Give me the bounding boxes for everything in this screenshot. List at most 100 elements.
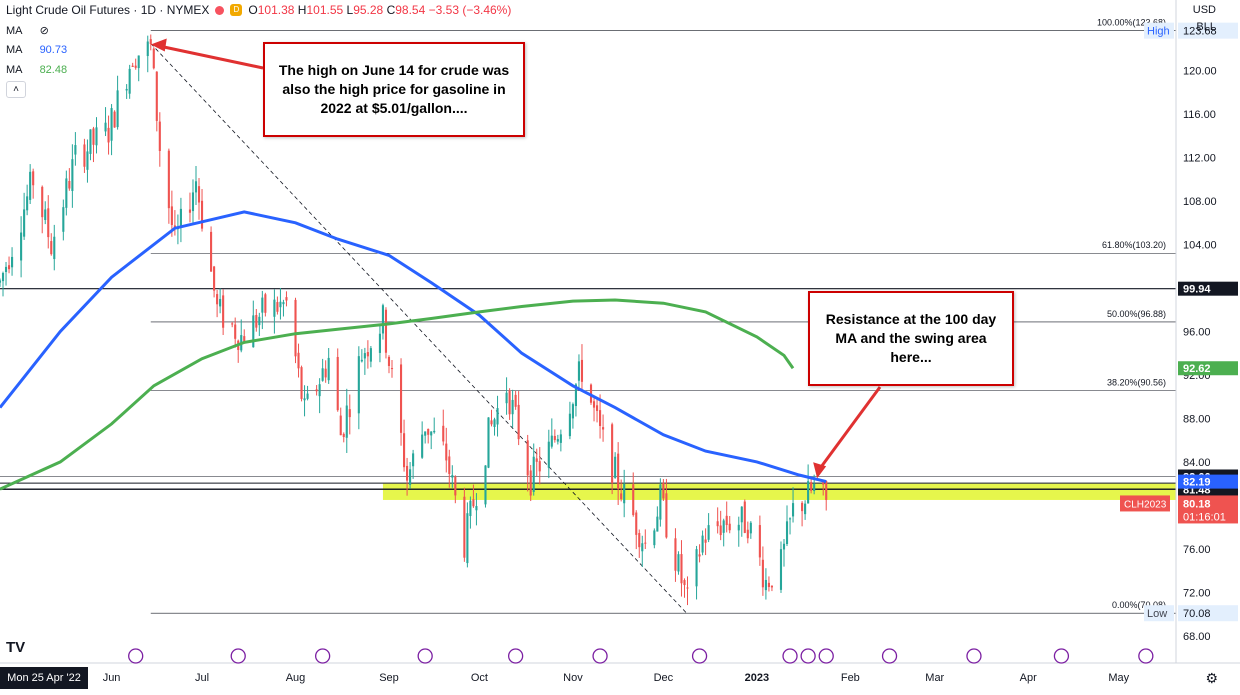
candle-body: [511, 399, 514, 415]
arrow-head: [813, 462, 827, 479]
x-tick-label: May: [1108, 672, 1129, 684]
x-tick-label: Nov: [563, 672, 583, 684]
level-tag: [1144, 605, 1174, 622]
x-tick-label: Sep: [379, 672, 399, 684]
candle-body: [366, 352, 369, 357]
x-tick-label: Mar: [925, 672, 944, 684]
candle-body: [188, 209, 192, 213]
symbol-title[interactable]: Light Crude Oil Futures · 1D · NYMEX: [6, 3, 210, 17]
candle-body: [559, 434, 562, 443]
candle-body: [484, 465, 487, 505]
candle-body: [779, 549, 783, 590]
candle-body: [804, 503, 807, 515]
candle-body: [23, 209, 26, 237]
candle-body: [216, 294, 219, 305]
low-value: 95.28: [353, 3, 384, 17]
candle-body: [635, 512, 638, 535]
candle-body: [146, 41, 149, 57]
y-tick-label: 104.00: [1183, 240, 1217, 252]
candle-body: [547, 441, 550, 468]
x-tick-label: Jul: [195, 672, 209, 684]
candle-body: [427, 428, 430, 435]
countdown-text: 01:16:01: [1183, 511, 1226, 523]
callout-arrow: [815, 386, 882, 474]
candle-body: [300, 367, 303, 399]
candle-body: [764, 579, 767, 591]
x-tick-label: Apr: [1020, 672, 1037, 684]
candle-body: [644, 542, 647, 544]
candle-body: [32, 171, 35, 186]
fib-label: 38.20%(90.56): [1107, 378, 1166, 388]
currency-label[interactable]: USD: [1192, 4, 1216, 16]
event-marker-icon: [691, 648, 708, 664]
moving-average-line: [0, 298, 795, 491]
x-tick-label: Oct: [471, 672, 488, 684]
candle-body: [749, 522, 752, 534]
candle-body: [243, 336, 246, 344]
arrow-head: [150, 38, 167, 52]
candle-body: [348, 409, 351, 418]
delayed-badge: D: [230, 4, 243, 16]
candle-body: [599, 410, 602, 426]
candle-body: [556, 439, 559, 442]
indicator-row-2[interactable]: MA 90.73: [6, 44, 68, 56]
candle-body: [62, 207, 65, 232]
indicator-row-3[interactable]: MA 82.48: [6, 64, 68, 76]
candle-body: [306, 393, 309, 399]
x-tick-label: 2023: [745, 672, 769, 684]
x-tick-label: Jun: [103, 672, 121, 684]
indicator-row-1[interactable]: MA ⊘: [6, 25, 49, 37]
candle-body: [577, 361, 581, 381]
candle-body: [767, 582, 770, 588]
candle-body: [339, 415, 342, 436]
collapse-indicators-button[interactable]: ˄: [6, 81, 26, 98]
candle-body: [83, 144, 86, 167]
candle-body: [131, 65, 134, 67]
ma-value: 90.73: [39, 44, 68, 56]
x-axis-cursor-label: Mon 25 Apr '22: [0, 667, 88, 689]
x-tick-label: Feb: [841, 672, 860, 684]
candle-body: [44, 209, 47, 220]
event-marker-icon: [592, 648, 608, 664]
candle-body: [110, 108, 113, 141]
y-tick-label: 76.00: [1183, 544, 1211, 556]
candle-body: [680, 554, 683, 584]
candle-body: [50, 241, 53, 255]
candle-body: [707, 525, 710, 540]
candle-body: [641, 543, 644, 552]
candle-body: [234, 324, 237, 339]
candle-body: [505, 392, 508, 404]
level-tag: [1144, 22, 1174, 39]
ma-badge-text: 82.19: [1183, 477, 1211, 489]
candle-body: [158, 121, 161, 152]
unit-label[interactable]: BLL: [1196, 21, 1216, 33]
candle-body: [656, 516, 659, 532]
candle-body: [53, 236, 56, 260]
candle-body: [430, 431, 433, 436]
event-marker-icon: [314, 648, 331, 664]
candle-body: [26, 196, 29, 211]
candle-body: [261, 297, 264, 313]
candle-body: [210, 231, 213, 272]
candle-body: [529, 470, 532, 496]
y-tick-label: 116.00: [1183, 109, 1216, 121]
ma-badge: [1178, 361, 1238, 376]
level-badge-text: 123.68: [1183, 26, 1217, 38]
gear-icon[interactable]: ⚙: [1205, 670, 1218, 686]
candle-body: [782, 543, 786, 550]
candle-body: [384, 309, 388, 353]
candle-body: [568, 413, 571, 437]
eye-slash-icon[interactable]: ⊘: [39, 25, 49, 37]
candle-body: [107, 127, 110, 143]
candle-body: [68, 180, 71, 189]
candle-body: [632, 484, 635, 516]
candle-body: [722, 520, 725, 533]
event-marker-icon: [417, 648, 433, 664]
ma-badge-text: 92.62: [1183, 363, 1211, 375]
candle-body: [553, 435, 556, 441]
candle-body: [324, 368, 327, 378]
candle-body: [517, 404, 520, 440]
x-tick-label: Dec: [654, 672, 674, 684]
candle-body: [191, 192, 195, 212]
